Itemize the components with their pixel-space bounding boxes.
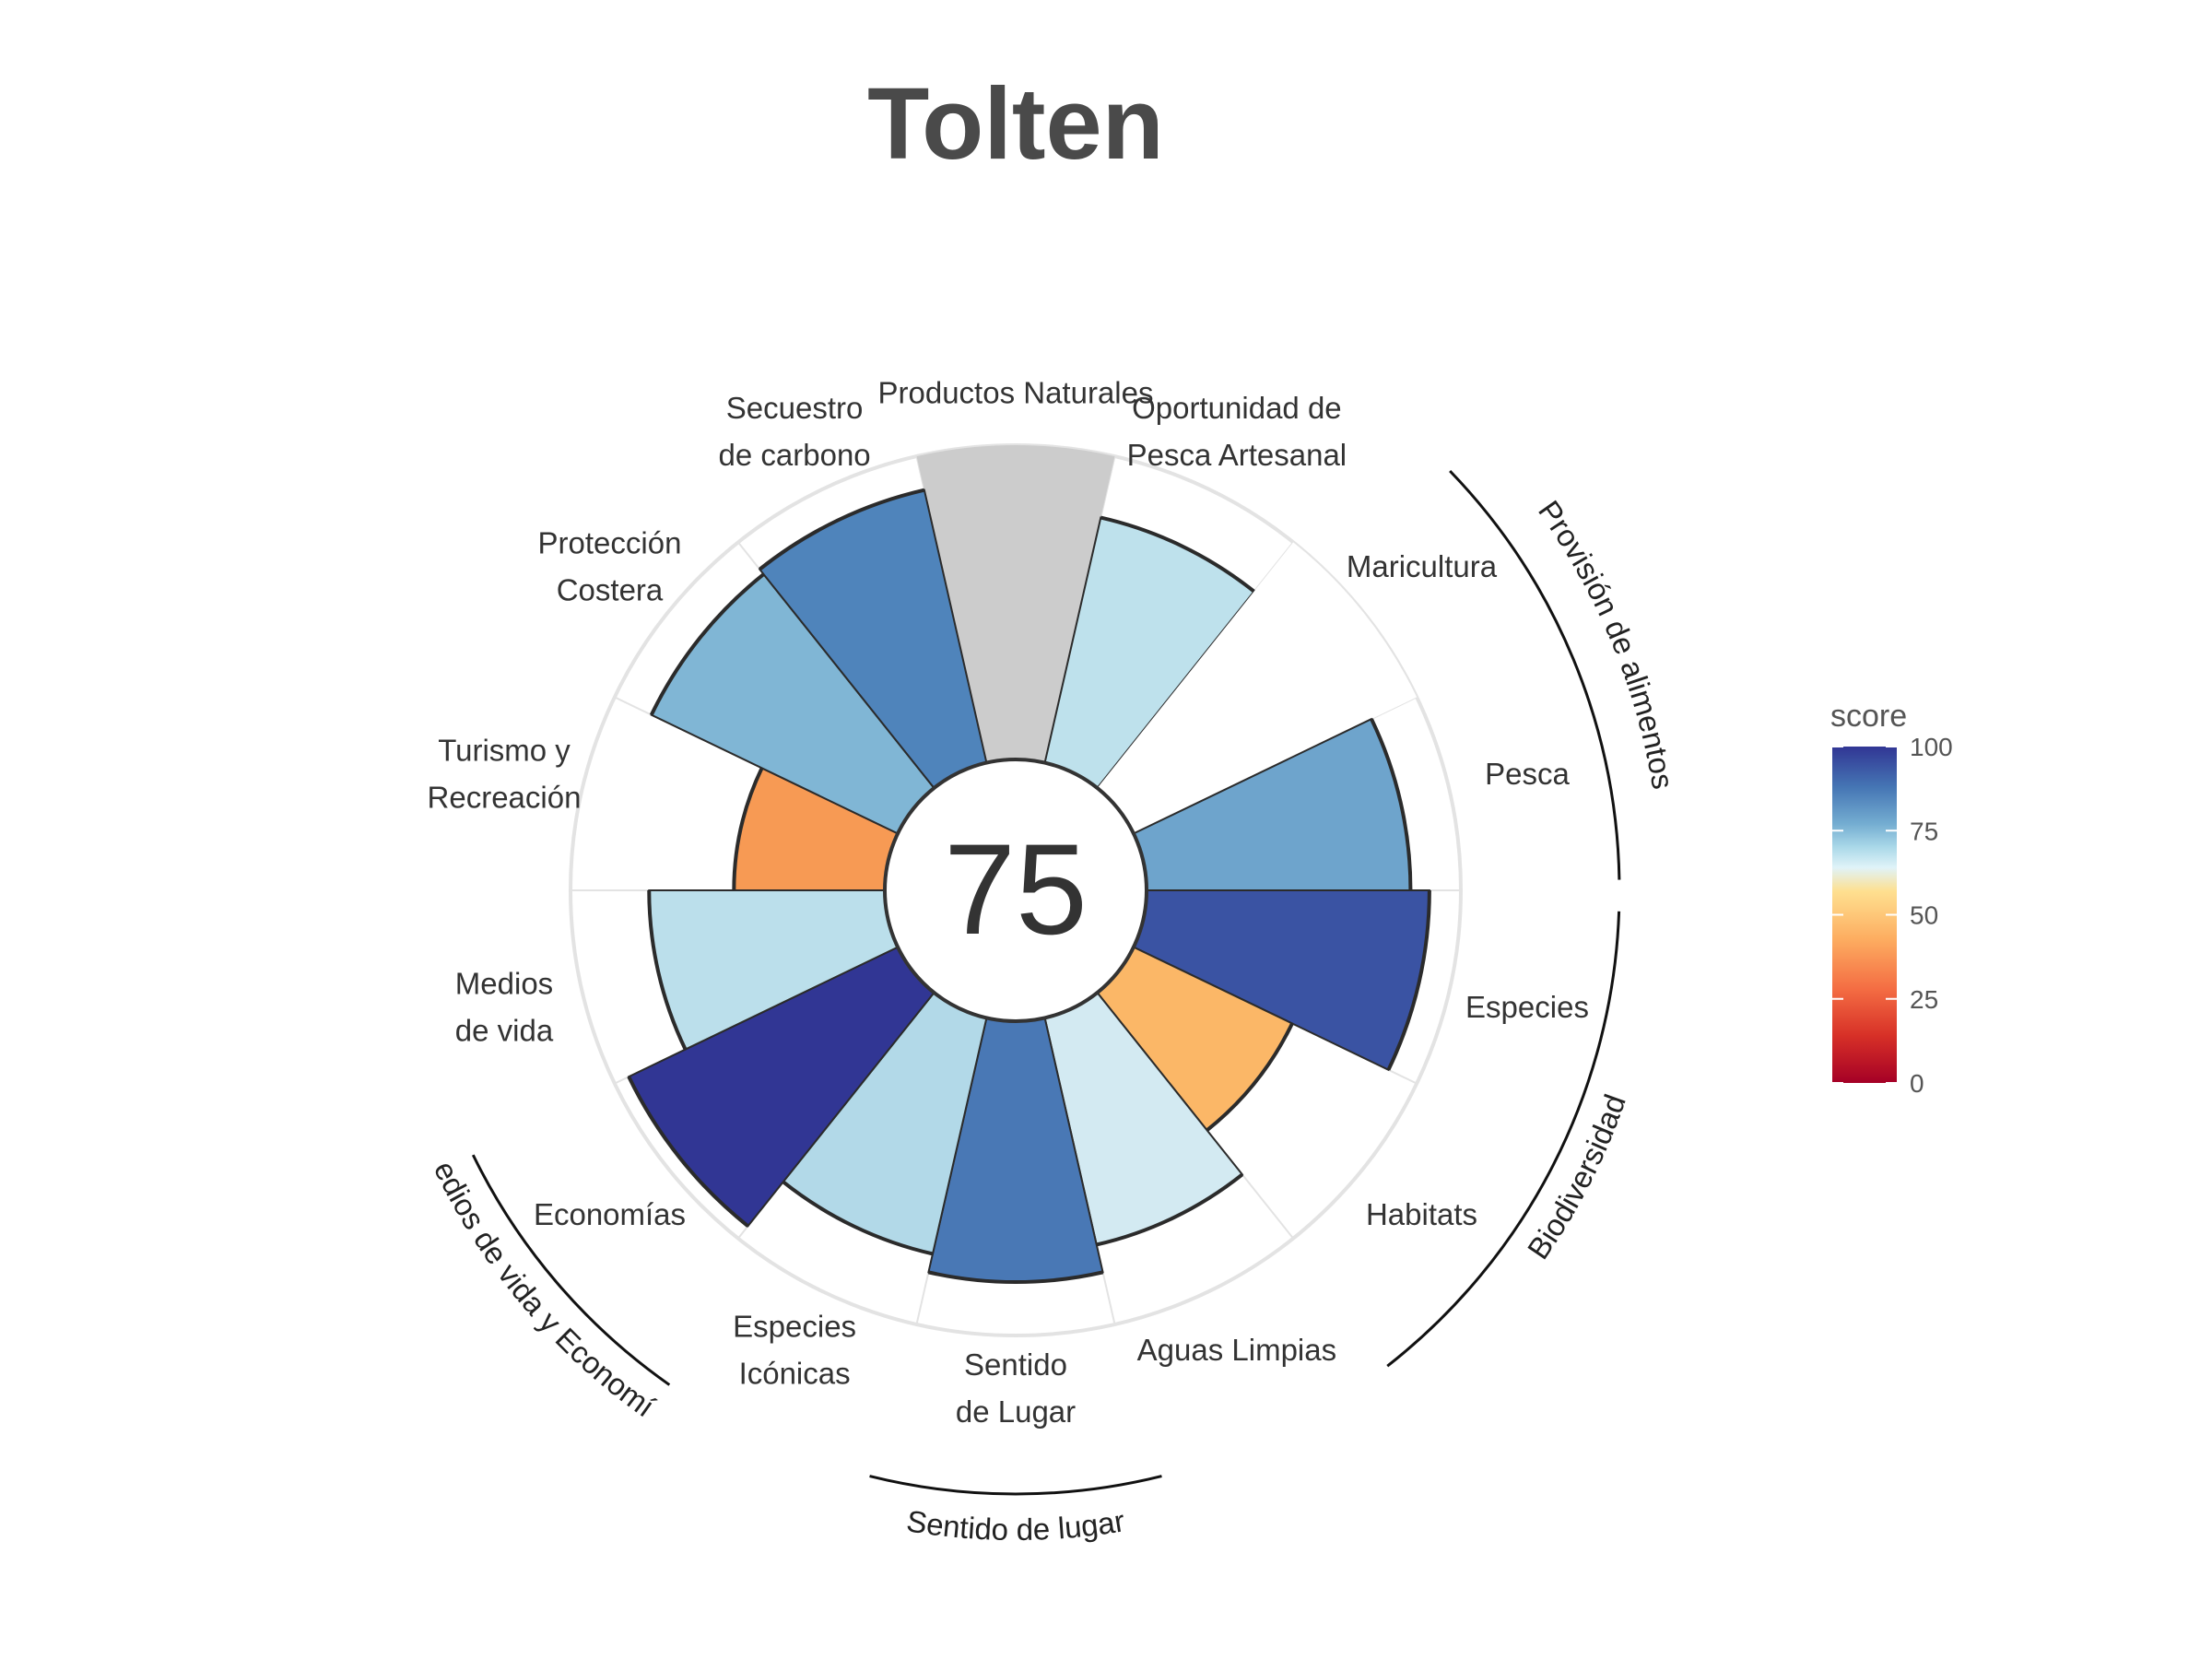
center-circle [883, 758, 1148, 1023]
category-label-line: Recreación [428, 780, 582, 814]
category-label-line: Economías [534, 1197, 686, 1231]
chart-title: Tolten [867, 67, 1164, 181]
category-label-6: Habitats [1366, 1197, 1477, 1231]
category-label-line: Pesca Artesanal [1127, 438, 1347, 472]
legend-tick-label: 25 [1910, 985, 1938, 1014]
petal-outline-13 [649, 572, 765, 716]
legend-tick-label: 0 [1910, 1069, 1924, 1098]
petal-outline-5 [1386, 889, 1431, 1071]
category-label-12: Turismo y Recreación [428, 733, 582, 814]
petal-outline-10 [627, 1076, 749, 1228]
category-label-13: Protección Costera [538, 526, 682, 607]
center-score: 75 [944, 817, 1088, 961]
legend-tick-label: 50 [1910, 901, 1938, 930]
category-label-line: Especies [733, 1309, 856, 1343]
category-label-line: Productos Naturales [878, 376, 1154, 410]
category-label-line: de Lugar [956, 1394, 1076, 1429]
category-label-4: Pesca [1485, 757, 1570, 791]
category-label-line: Sentido [964, 1347, 1067, 1382]
petal-outline-14 [758, 488, 925, 571]
group-label-3: Sentido de lugar [904, 1503, 1127, 1547]
group-arc-3 [869, 1475, 1162, 1496]
legend-tick-label: 75 [1910, 817, 1938, 845]
petal-outline-6 [1206, 1022, 1294, 1132]
category-label-line: Especies [1465, 990, 1589, 1024]
category-label-line: de carbono [719, 438, 871, 472]
category-label-line: Icónicas [739, 1356, 851, 1390]
petal-outline-11 [647, 889, 688, 1051]
category-label-11: Medios de vida [455, 967, 554, 1048]
category-label-line: Secuestro [726, 391, 864, 425]
group-arc-1 [1449, 469, 1621, 880]
category-label-10: Economías [534, 1197, 686, 1231]
petal-outline-2 [1100, 515, 1255, 594]
category-label-8: Sentido de Lugar [956, 1347, 1076, 1429]
legend-title: score [1830, 699, 1907, 734]
category-label-line: Aguas Limpias [1137, 1333, 1336, 1367]
petal-outline-12 [732, 767, 764, 891]
category-label-line: Medios [455, 967, 553, 1001]
petal-outline-7 [1096, 1172, 1244, 1247]
petal-3 [1097, 542, 1418, 834]
group-label-1: Provisión de alimentos [1532, 494, 1680, 792]
category-label-9: Especies Icónicas [733, 1309, 856, 1390]
category-label-7: Aguas Limpias [1137, 1333, 1336, 1367]
legend-tick-label: 100 [1910, 733, 1953, 761]
category-label-3: Maricultura [1347, 549, 1498, 583]
category-label-line: Protección [538, 526, 682, 560]
category-label-line: Oportunidad de [1132, 391, 1342, 425]
petal-outline-8 [927, 1270, 1104, 1285]
legend: score 100 75 50 25 0 [1830, 699, 1953, 1098]
category-label-1: Productos Naturales [878, 376, 1154, 410]
group-arc-2 [1386, 911, 1621, 1368]
category-label-line: Habitats [1366, 1197, 1477, 1231]
category-label-line: Turismo y [438, 733, 571, 767]
category-label-line: de vida [455, 1014, 554, 1048]
category-label-line: Maricultura [1347, 549, 1498, 583]
category-label-14: Secuestro de carbono [719, 391, 871, 472]
category-label-line: Pesca [1485, 757, 1570, 791]
petal-1 [916, 445, 1115, 763]
group-arc-4 [471, 1154, 671, 1386]
category-label-2: Oportunidad de Pesca Artesanal [1127, 391, 1347, 472]
petal-outline-4 [1370, 718, 1413, 891]
petal-outline-9 [782, 1180, 934, 1256]
category-label-line: Costera [557, 573, 664, 607]
category-label-5: Especies [1465, 990, 1589, 1024]
